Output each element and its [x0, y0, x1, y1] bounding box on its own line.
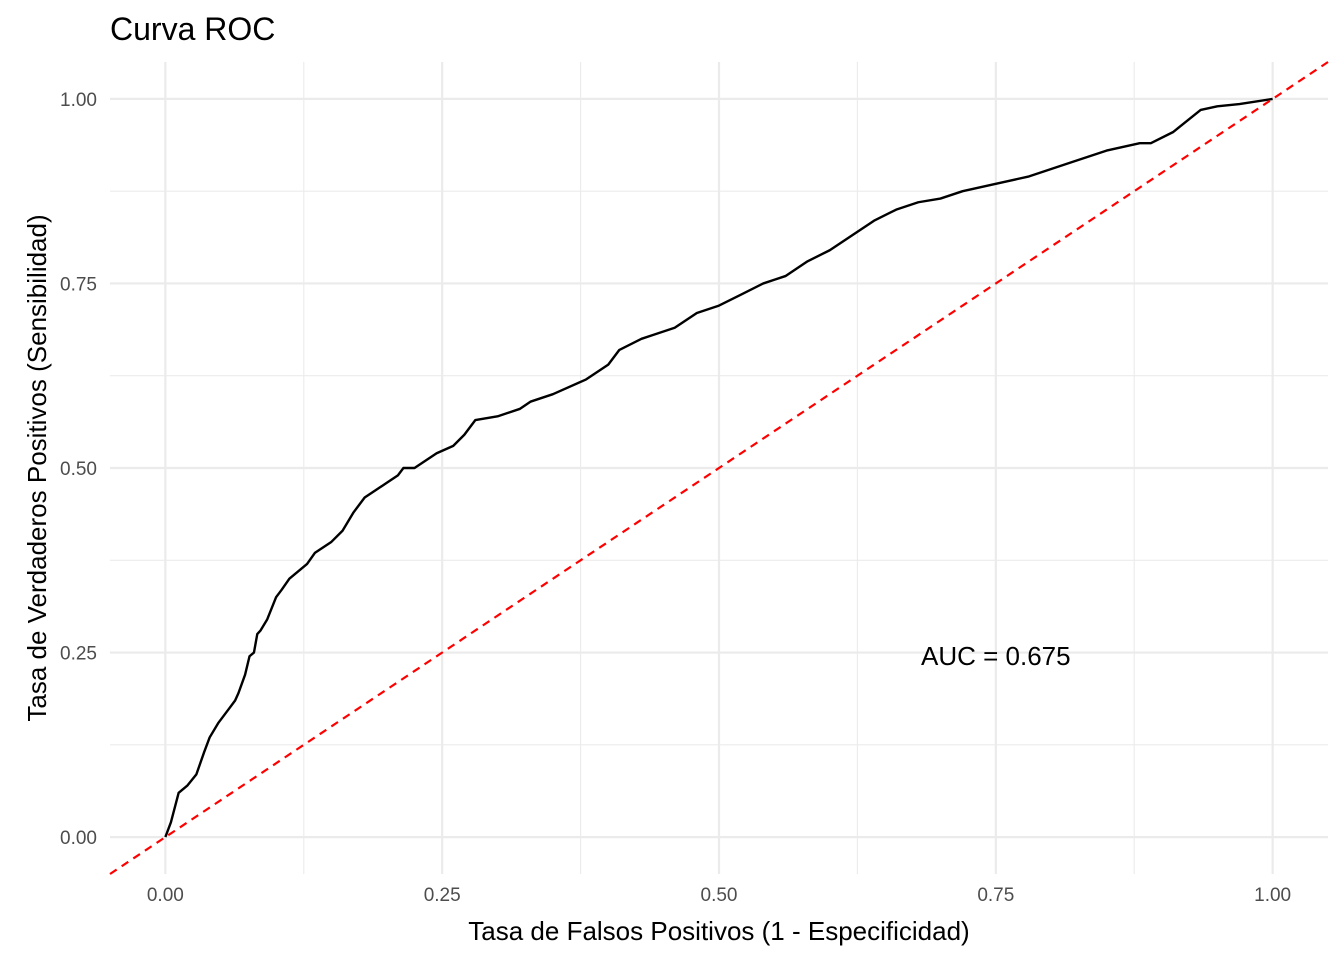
roc-curve-line	[164, 97, 1273, 838]
x-tick-label: 0.50	[701, 885, 738, 906]
tick-labels: 0.00 0.25 0.50 0.75 1.00 0.00 0.25 0.50 0.75 1.00	[60, 90, 1291, 906]
y-tick-label: 0.75	[60, 274, 97, 295]
x-tick-label: 0.25	[424, 885, 461, 906]
y-tick-label: 0.00	[60, 828, 97, 849]
reference-diagonal-line	[109, 61, 1329, 875]
x-tick-label: 0.75	[977, 885, 1014, 906]
chart-title: Curva ROC	[110, 11, 275, 47]
x-tick-label: 0.00	[147, 885, 184, 906]
x-tick-label: 1.00	[1254, 885, 1291, 906]
y-tick-label: 0.50	[60, 459, 97, 480]
x-axis-title: Tasa de Falsos Positivos (1 - Especifici…	[468, 916, 969, 946]
y-axis-title: Tasa de Verdaderos Positivos (Sensibilid…	[22, 214, 52, 721]
y-tick-label: 0.25	[60, 644, 97, 665]
y-tick-label: 1.00	[60, 90, 97, 111]
series-layer	[109, 61, 1329, 875]
grid	[110, 62, 1328, 874]
auc-annotation: AUC = 0.675	[921, 641, 1071, 671]
